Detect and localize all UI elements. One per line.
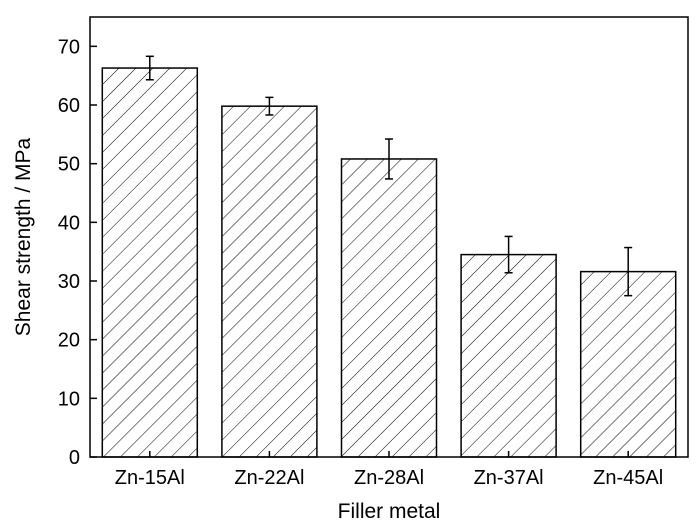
x-tick-label: Zn-28Al (354, 467, 424, 489)
y-tick-label: 70 (58, 36, 80, 58)
error-bar-zn-22al (265, 96, 274, 116)
x-tick-label: Zn-22Al (234, 467, 304, 489)
bar-zn-28al (340, 158, 438, 458)
error-bar-zn-45al (624, 246, 633, 297)
error-bar-zn-15al (145, 55, 154, 81)
x-axis-title: Filler metal (338, 500, 441, 523)
y-tick-label: 60 (58, 95, 80, 117)
y-axis-ticks: 0 10 20 30 40 50 60 70 (58, 36, 97, 469)
bar-zn-15al (101, 67, 199, 458)
y-tick-label: 40 (58, 212, 80, 234)
y-tick-label: 10 (58, 388, 80, 410)
y-tick-label: 0 (69, 447, 80, 469)
y-axis-title: Shear strength / MPa (12, 137, 35, 336)
y-tick-label: 50 (58, 154, 80, 176)
bar-zn-37al (460, 253, 557, 458)
x-tick-label: Zn-45Al (593, 467, 663, 489)
x-axis-ticks: Zn-15Al Zn-22Al Zn-28Al Zn-37Al Zn-45Al (115, 451, 663, 489)
bar-zn-45al (579, 270, 677, 458)
error-bar-zn-37al (504, 235, 513, 274)
x-tick-label: Zn-37Al (474, 467, 544, 489)
bar-zn-22al (221, 105, 318, 458)
y-tick-label: 30 (58, 271, 80, 293)
error-bar-zn-28al (385, 138, 393, 180)
error-bars-group (145, 55, 633, 297)
x-tick-label: Zn-15Al (115, 467, 185, 489)
y-tick-label: 20 (58, 330, 80, 352)
bars-group (101, 67, 677, 458)
